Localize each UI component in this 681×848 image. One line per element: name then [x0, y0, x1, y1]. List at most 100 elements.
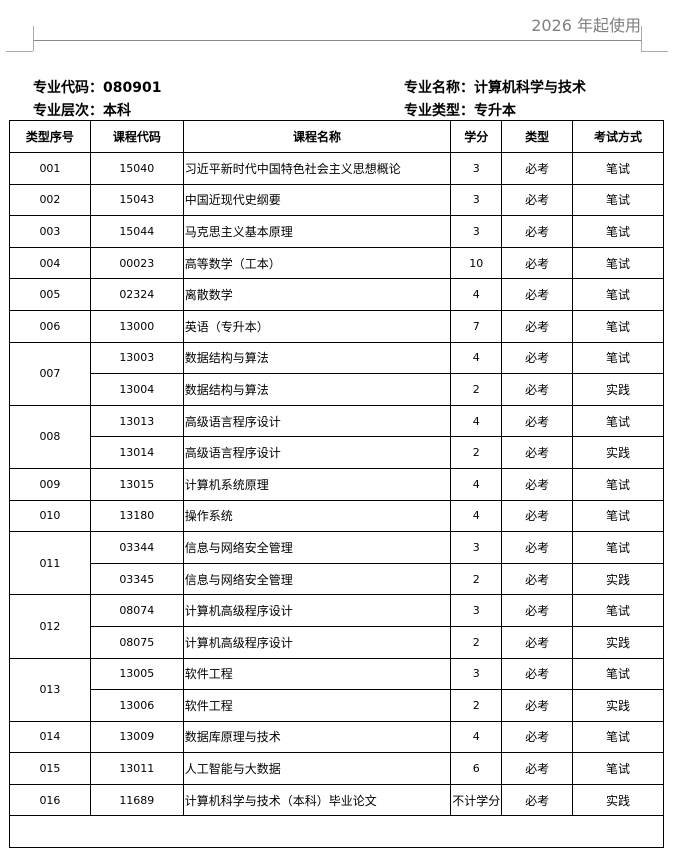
credit-cell: 4 — [450, 404, 503, 438]
type-cell: 必考 — [501, 373, 574, 406]
type-cell: 必考 — [501, 183, 574, 217]
credit-cell: 4 — [450, 720, 503, 754]
major-type-label: 专业类型： — [404, 103, 474, 119]
table-row: 03345 信息与网络安全管理 2 必考 实践 — [10, 562, 664, 596]
major-name-label: 专业名称： — [404, 80, 474, 96]
credit-cell: 4 — [450, 467, 503, 501]
credit-cell: 3 — [450, 657, 503, 691]
table-row: 008 13013 高级语言程序设计 4 必考 笔试 — [9, 404, 664, 469]
seq-cell: 004 — [9, 246, 91, 280]
credit-cell: 3 — [450, 531, 503, 564]
type-cell: 必考 — [501, 309, 574, 343]
credit-cell: 2 — [450, 436, 503, 469]
table-row: 13014 高级语言程序设计 2 必考 实践 — [10, 436, 664, 469]
column-header: 学分 — [450, 120, 503, 153]
exam-cell: 笔试 — [572, 404, 664, 438]
table-row: 13006 软件工程 2 必考 实践 — [10, 689, 664, 722]
table-row: 013 13005 软件工程 3 必考 笔试 — [9, 657, 664, 722]
code-cell: 08075 — [89, 625, 184, 659]
credit-cell: 不计学分 — [450, 783, 503, 817]
table-row: 014 13009 数据库原理与技术 4 必考 笔试 — [9, 720, 664, 754]
name-cell: 数据库原理与技术 — [182, 720, 452, 754]
credit-cell: 2 — [450, 625, 503, 659]
table-row: 015 13011 人工智能与大数据 6 必考 笔试 — [9, 752, 664, 785]
table-row: 13004 数据结构与算法 2 必考 实践 — [10, 373, 664, 406]
credit-cell: 4 — [450, 499, 503, 533]
code-cell: 15043 — [89, 183, 184, 217]
credit-cell: 3 — [450, 183, 503, 217]
column-header: 类型 — [501, 120, 574, 153]
table-row: 009 13015 计算机系统原理 4 必考 笔试 — [9, 467, 664, 501]
table-row: 004 00023 高等数学（工本） 10 必考 笔试 — [9, 246, 664, 280]
type-cell: 必考 — [501, 720, 574, 754]
course-table: 类型序号 课程代码 课程名称 学分 类型 考试方式 001 15040 习近平新时代中国特色社… — [9, 120, 664, 848]
exam-cell: 笔试 — [572, 594, 664, 627]
seq-cell: 011 — [9, 531, 91, 596]
name-cell: 软件工程 — [182, 689, 452, 722]
table-row: 007 13003 数据结构与算法 4 必考 笔试 — [9, 341, 664, 406]
seq-cell: 001 — [9, 152, 91, 185]
major-type: 专业类型：专升本 — [404, 100, 516, 120]
type-cell: 必考 — [501, 467, 574, 501]
name-cell: 中国近现代史纲要 — [182, 183, 452, 217]
code-cell: 02324 — [89, 278, 184, 311]
name-cell: 计算机系统原理 — [182, 467, 452, 501]
major-level-label: 专业层次： — [33, 103, 103, 119]
type-cell: 必考 — [501, 625, 574, 659]
name-cell: 习近平新时代中国特色社会主义思想概论 — [182, 152, 452, 185]
crop-mark — [6, 51, 33, 52]
type-cell: 必考 — [501, 341, 574, 375]
name-cell: 数据结构与算法 — [182, 373, 452, 406]
name-cell: 高级语言程序设计 — [182, 404, 452, 438]
seq-cell: 008 — [9, 404, 91, 469]
seq-cell: 009 — [9, 467, 91, 501]
code-cell: 13006 — [89, 689, 184, 722]
seq-cell: 003 — [9, 215, 91, 248]
code-cell: 15040 — [89, 152, 184, 185]
seq-cell: 012 — [9, 594, 91, 659]
exam-cell: 实践 — [572, 689, 664, 722]
table-row: 005 02324 离散数学 4 必考 笔试 — [9, 278, 664, 311]
name-cell: 高等数学（工本） — [182, 246, 452, 280]
seq-cell: 013 — [9, 657, 91, 722]
code-cell: 13180 — [89, 499, 184, 533]
name-cell: 离散数学 — [182, 278, 452, 311]
exam-cell: 实践 — [572, 625, 664, 659]
table-row: 08075 计算机高级程序设计 2 必考 实践 — [10, 625, 664, 659]
column-header: 考试方式 — [572, 120, 664, 153]
seq-cell: 016 — [9, 783, 91, 817]
name-cell: 信息与网络安全管理 — [182, 531, 452, 564]
type-cell: 必考 — [501, 657, 574, 691]
crop-mark — [33, 26, 34, 51]
name-cell: 英语（专升本） — [182, 309, 452, 343]
code-cell: 15044 — [89, 215, 184, 248]
type-cell: 必考 — [501, 215, 574, 248]
credit-cell: 2 — [450, 689, 503, 722]
seq-cell: 007 — [9, 341, 91, 406]
name-cell: 操作系统 — [182, 499, 452, 533]
exam-cell: 笔试 — [572, 246, 664, 280]
exam-cell: 笔试 — [572, 720, 664, 754]
code-cell: 13011 — [89, 752, 184, 785]
table-header-row: 类型序号 课程代码 课程名称 学分 类型 考试方式 — [9, 120, 664, 153]
exam-cell: 笔试 — [572, 657, 664, 691]
exam-cell: 笔试 — [572, 152, 664, 185]
exam-cell: 实践 — [572, 373, 664, 406]
credit-cell: 2 — [450, 373, 503, 406]
type-cell: 必考 — [501, 404, 574, 438]
code-cell: 11689 — [89, 783, 184, 817]
name-cell: 人工智能与大数据 — [182, 752, 452, 785]
code-cell: 08074 — [89, 594, 184, 627]
page-header-text: 2026 年起使用 — [531, 16, 641, 35]
name-cell: 计算机科学与技术（本科）毕业论文 — [182, 783, 452, 817]
exam-cell: 笔试 — [572, 752, 664, 785]
major-level: 专业层次：本科 — [33, 100, 131, 120]
seq-cell: 014 — [9, 720, 91, 754]
code-cell: 03344 — [89, 531, 184, 564]
exam-cell: 笔试 — [572, 467, 664, 501]
seq-cell: 002 — [9, 183, 91, 217]
crop-mark — [641, 26, 642, 51]
major-type-value: 专升本 — [474, 103, 516, 119]
column-header: 类型序号 — [9, 120, 91, 153]
name-cell: 数据结构与算法 — [182, 341, 452, 375]
